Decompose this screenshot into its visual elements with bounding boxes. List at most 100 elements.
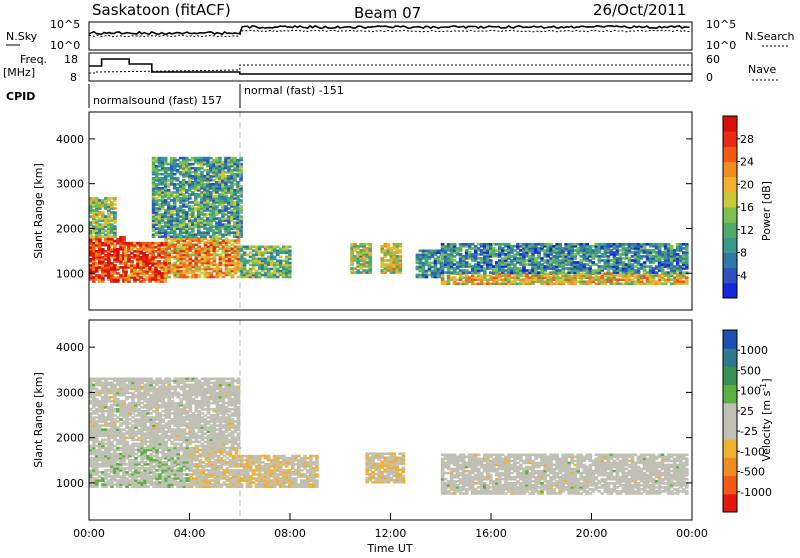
heatmap-cell	[116, 266, 120, 269]
heatmap-cell	[116, 463, 120, 466]
heatmap-cell	[619, 267, 623, 270]
heatmap-cell	[359, 263, 363, 266]
heatmap-cell	[640, 274, 644, 277]
heatmap-cell	[136, 248, 140, 251]
heatmap-cell	[558, 243, 562, 246]
colorbar-tick-label: 24	[740, 156, 754, 169]
nave-tick-low: 0	[706, 71, 713, 84]
heatmap-cell	[158, 457, 162, 460]
nsky-trace	[89, 26, 690, 34]
heatmap-cell	[288, 250, 292, 253]
heatmap-cell	[158, 451, 162, 454]
heatmap-cell	[98, 400, 102, 403]
heatmap-cell	[98, 414, 102, 417]
heatmap-cell	[199, 459, 203, 462]
heatmap-cell	[380, 257, 384, 260]
heatmap-cell	[501, 257, 505, 260]
heatmap-cell	[98, 199, 102, 202]
heatmap-cell	[519, 278, 523, 281]
nsky-tick-high: 10^5	[50, 18, 80, 31]
heatmap-cell	[158, 187, 162, 190]
heatmap-cell	[116, 238, 120, 241]
heatmap-cell	[98, 211, 102, 214]
heatmap-cell	[219, 254, 223, 257]
heatmap-cell	[116, 272, 120, 275]
heatmap-cell	[279, 260, 283, 263]
nsky-right-tick-low: 10^0	[706, 39, 736, 52]
heatmap-cell	[98, 424, 102, 427]
heatmap-cell	[158, 157, 162, 160]
heatmap-cell	[640, 243, 644, 246]
heatmap-cell	[619, 283, 623, 286]
heatmap-cell	[98, 217, 102, 220]
colorbar-tick-label: 4	[740, 269, 747, 282]
heatmap-cell	[419, 274, 423, 277]
heatmap-cell	[197, 157, 201, 160]
heatmap-cell	[288, 246, 292, 249]
heatmap-cell	[164, 157, 168, 160]
heatmap-cell	[359, 271, 363, 274]
heatmap-cell	[199, 453, 203, 456]
heatmap-cell	[116, 248, 120, 251]
colorbar-swatch	[723, 268, 737, 284]
heatmap-cell	[685, 243, 689, 246]
heatmap-cell	[137, 455, 141, 458]
freq-trace	[89, 59, 692, 74]
heatmap-cell	[279, 256, 283, 259]
heatmap-cell	[217, 455, 221, 458]
heatmap-cell	[179, 157, 183, 160]
heatmap-cell	[136, 270, 140, 273]
heatmap-cell	[670, 245, 674, 248]
heatmap-cell	[380, 269, 384, 272]
heatmap-cell	[558, 276, 562, 279]
heatmap-cell	[98, 274, 102, 277]
heatmap-cell	[219, 268, 223, 271]
heatmap-cell	[368, 243, 372, 246]
heatmap-cell	[179, 171, 183, 174]
heatmap-cell	[198, 260, 202, 263]
heatmap-cell	[176, 481, 180, 484]
heatmap-cell	[167, 276, 171, 279]
heatmap-cell	[219, 248, 223, 251]
colorbar-swatch	[723, 177, 737, 193]
heatmap-cell	[198, 246, 202, 249]
ytick-label: 1000	[56, 267, 84, 280]
freq-label-2: [MHz]	[3, 66, 35, 79]
beam-title: Beam 07	[354, 4, 421, 22]
heatmap-cell	[579, 259, 583, 262]
heatmap-cell	[113, 225, 117, 228]
heatmap-cell	[419, 254, 423, 257]
heatmap-cell	[601, 265, 605, 268]
heatmap-cell	[98, 441, 102, 444]
heatmap-cell	[157, 260, 161, 263]
heatmap-cell	[113, 203, 117, 206]
heatmap-cell	[136, 242, 140, 245]
heatmap-cell	[98, 223, 102, 226]
heatmap-cell	[519, 253, 523, 256]
heatmap-cell	[217, 465, 221, 468]
date-title: 26/Oct/2011	[593, 1, 686, 19]
heatmap-cell	[459, 283, 463, 286]
heatmap-cell	[98, 471, 102, 474]
heatmap-cell	[359, 249, 363, 252]
power-ylabel: Slant Range [km]	[32, 163, 45, 259]
heatmap-cell	[179, 205, 183, 208]
heatmap-cell	[399, 243, 403, 246]
heatmap-cell	[579, 255, 583, 258]
nave-tick-high: 60	[706, 53, 720, 66]
colorbar-swatch	[723, 116, 737, 132]
heatmap-cell	[279, 248, 283, 251]
colorbar-swatch	[723, 146, 737, 162]
heatmap-cell	[258, 258, 262, 261]
heatmap-cell	[98, 463, 102, 466]
heatmap-cell	[179, 181, 183, 184]
colorbar-swatch	[723, 283, 737, 299]
heatmap-cell	[197, 193, 201, 196]
heatmap-cell	[679, 243, 683, 246]
heatmap-cell	[679, 265, 683, 268]
heatmap-cell	[601, 243, 605, 246]
heatmap-cell	[640, 263, 644, 266]
heatmap-cell	[258, 272, 262, 275]
